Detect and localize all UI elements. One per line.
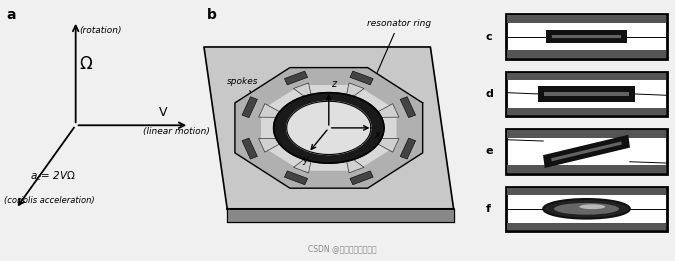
Text: V: V — [159, 106, 168, 119]
Polygon shape — [400, 138, 416, 159]
Bar — [507, 73, 666, 80]
Bar — [507, 108, 666, 115]
Bar — [543, 135, 630, 168]
Text: spokes: spokes — [227, 76, 283, 138]
Text: CSDN @资深流水灯工程师: CSDN @资深流水灯工程师 — [308, 244, 377, 253]
Text: z: z — [331, 79, 336, 89]
Text: b: b — [207, 8, 217, 22]
Bar — [544, 92, 629, 96]
Bar — [507, 50, 666, 58]
Bar — [546, 30, 627, 43]
Bar — [507, 188, 666, 195]
Bar — [551, 141, 622, 161]
Text: a: a — [6, 8, 16, 22]
Ellipse shape — [554, 203, 619, 215]
Text: d: d — [485, 89, 493, 99]
Text: (linear motion): (linear motion) — [143, 127, 210, 135]
Polygon shape — [379, 104, 399, 117]
Polygon shape — [347, 83, 364, 97]
Bar — [506, 187, 668, 231]
Polygon shape — [350, 171, 373, 185]
Text: e: e — [485, 146, 493, 156]
Text: f: f — [485, 204, 491, 214]
Bar — [506, 72, 668, 116]
Bar — [506, 129, 668, 174]
Polygon shape — [204, 47, 454, 209]
Polygon shape — [235, 68, 423, 188]
Polygon shape — [350, 71, 373, 85]
Text: (rotation): (rotation) — [80, 26, 122, 35]
Ellipse shape — [579, 204, 605, 209]
Ellipse shape — [543, 199, 630, 219]
Polygon shape — [227, 209, 454, 222]
Bar — [539, 86, 634, 102]
Polygon shape — [273, 93, 384, 163]
FancyBboxPatch shape — [552, 35, 621, 38]
Polygon shape — [259, 139, 279, 152]
Text: x: x — [374, 130, 379, 140]
Bar — [506, 14, 668, 59]
Polygon shape — [242, 138, 257, 159]
Text: Ω: Ω — [80, 55, 92, 73]
Text: y: y — [302, 155, 308, 165]
Polygon shape — [284, 71, 308, 85]
Polygon shape — [284, 171, 308, 185]
Polygon shape — [262, 86, 396, 170]
Polygon shape — [400, 97, 416, 118]
Polygon shape — [287, 101, 371, 155]
Polygon shape — [259, 104, 279, 117]
Text: $a_c$= 2V$\Omega$: $a_c$= 2V$\Omega$ — [30, 170, 76, 183]
Bar — [507, 15, 666, 23]
Bar — [507, 165, 666, 173]
Bar — [507, 130, 666, 138]
Polygon shape — [294, 159, 311, 173]
Text: resonator ring: resonator ring — [367, 19, 431, 80]
Bar — [507, 223, 666, 230]
Polygon shape — [294, 83, 311, 97]
Polygon shape — [242, 97, 257, 118]
Text: (coriolis acceleration): (coriolis acceleration) — [4, 196, 94, 205]
Text: c: c — [485, 32, 492, 41]
Polygon shape — [379, 139, 399, 152]
Polygon shape — [347, 159, 364, 173]
